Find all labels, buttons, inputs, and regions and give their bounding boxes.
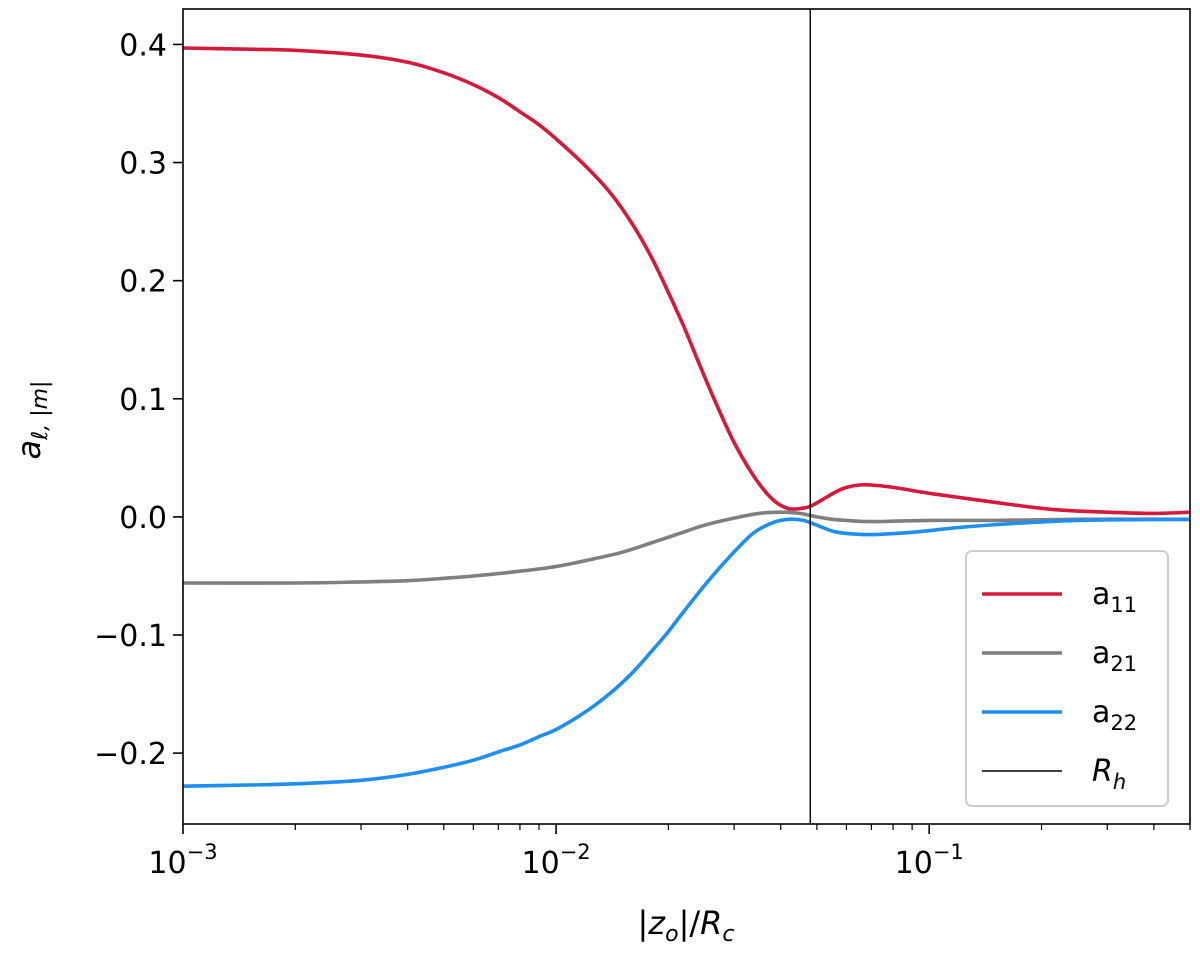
legend-label-sub: 21 (1110, 652, 1137, 676)
x-tick-base: 10 (522, 846, 560, 881)
y-tick-label: −0.2 (94, 737, 167, 772)
legend-label-sub: 11 (1110, 593, 1137, 617)
x-tick-exp: −2 (560, 840, 591, 864)
legend-label-sub: h (1113, 770, 1126, 794)
y-tick-label: 0.1 (119, 383, 167, 418)
legend-label-rh: Rh (1092, 754, 1126, 794)
legend-label-base: a (1092, 577, 1110, 612)
series-line-a11 (183, 46, 1190, 516)
x-tick-label: 10−1 (895, 840, 964, 881)
legend-label-a22: a22 (1092, 695, 1137, 735)
x-axis-label: |zo|/Rc (638, 904, 735, 947)
x-tick-exp: −3 (187, 840, 218, 864)
y-tick-label: −0.1 (94, 619, 167, 654)
legend-label-a11: a11 (1092, 577, 1137, 617)
series-line-a22 (183, 517, 1190, 788)
x-tick-base: 10 (895, 846, 933, 881)
y-axis: 0.4 0.3 0.2 0.1 0.0 −0.1 −0.2 (94, 28, 183, 772)
legend-box (965, 550, 1169, 807)
y-tick-label: 0.2 (119, 265, 167, 300)
legend-label-sub: 22 (1110, 711, 1137, 735)
plot-frame (182, 8, 1191, 825)
y-tick-label: 0.4 (119, 28, 167, 63)
y-axis-label: aℓ, |m| (10, 381, 53, 460)
legend-label-base: a (1092, 695, 1110, 730)
series-line-a21 (183, 510, 1190, 585)
series-layer (183, 46, 1190, 788)
legend-label-base: a (1092, 636, 1110, 671)
x-tick-label: 10−2 (522, 840, 591, 881)
y-tick-label: 0.0 (119, 501, 167, 536)
legend-label-base: R (1092, 754, 1113, 789)
y-tick-label: 0.3 (119, 147, 167, 182)
x-tick-exp: −1 (933, 840, 964, 864)
legend-label-a21: a21 (1092, 636, 1137, 676)
x-tick-label: 10−3 (148, 840, 217, 881)
x-axis: 10−3 10−2 10−1 (148, 824, 1191, 881)
x-tick-base: 10 (148, 846, 186, 881)
